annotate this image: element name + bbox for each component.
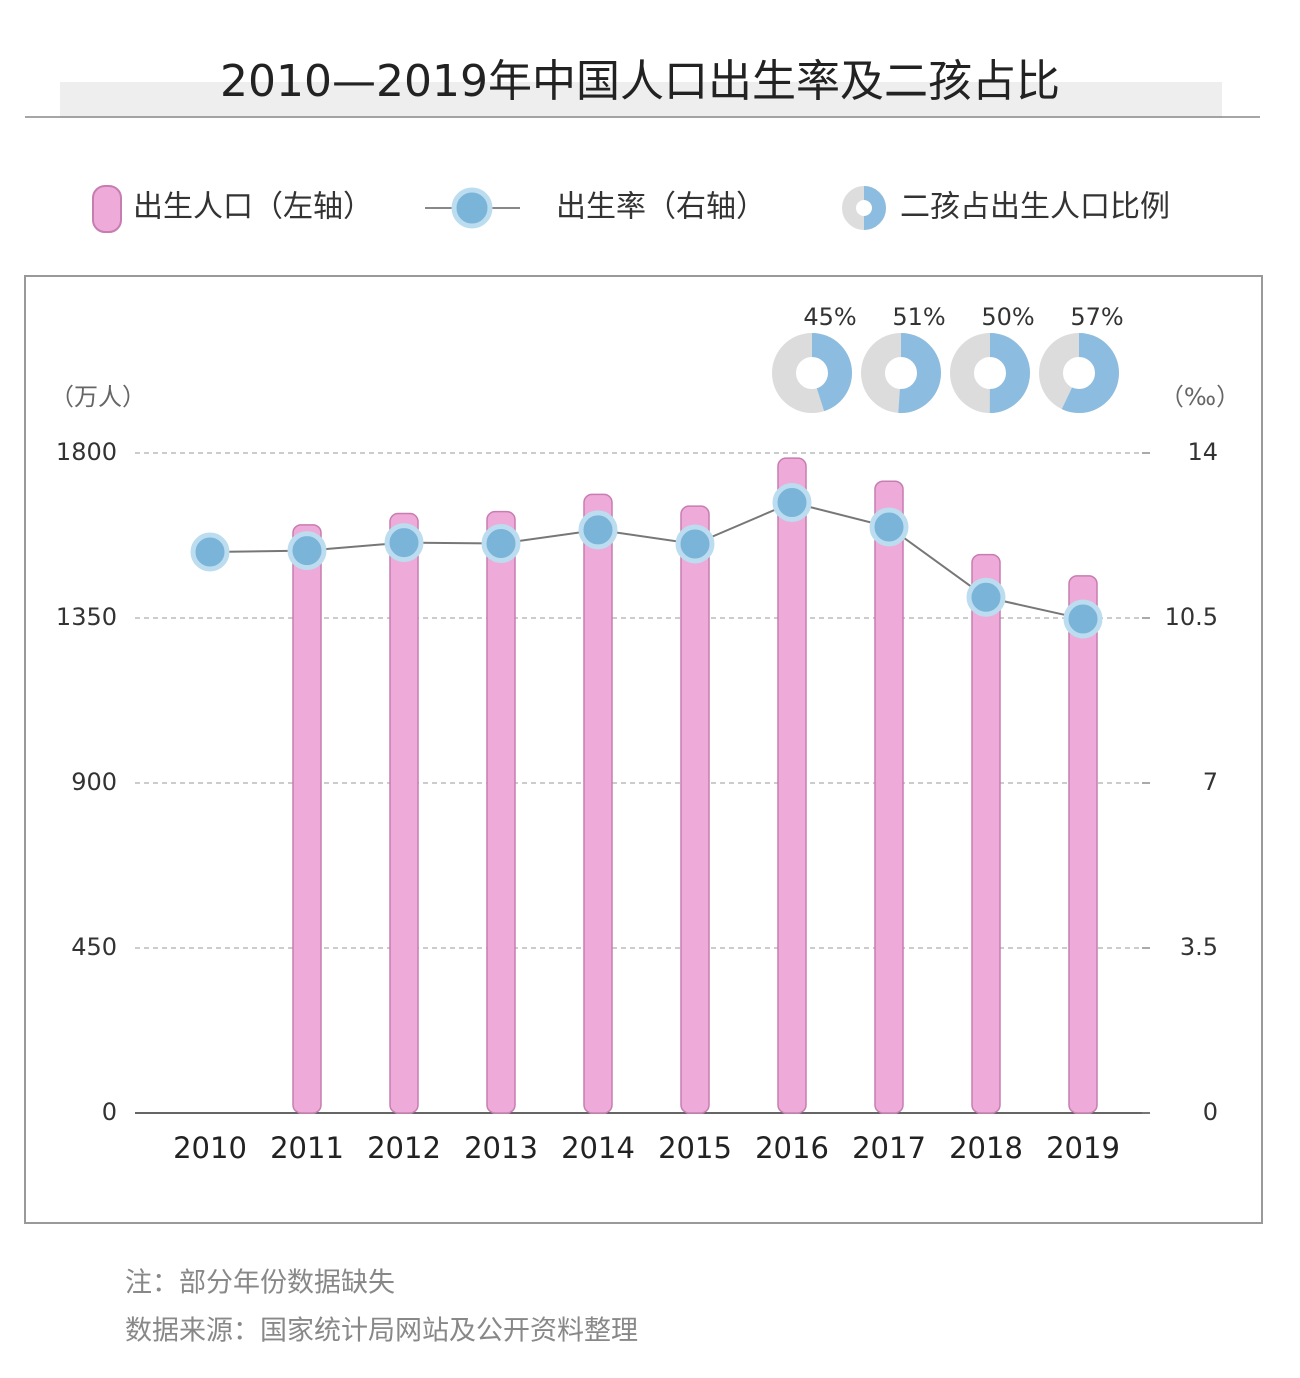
y2-tick-label: 3.5 bbox=[1180, 933, 1218, 961]
donut-label: 45% bbox=[803, 303, 856, 331]
rate-point bbox=[287, 531, 327, 571]
rate-line bbox=[209, 501, 1084, 620]
bar bbox=[874, 480, 904, 1114]
bar bbox=[486, 510, 516, 1114]
y-tick-label: 1800 bbox=[56, 438, 117, 466]
y-unit: （万人） bbox=[50, 383, 146, 411]
y-tick-label: 0 bbox=[102, 1098, 117, 1126]
x-tick-label: 2014 bbox=[561, 1131, 635, 1165]
y2-tick-label: 10.5 bbox=[1165, 603, 1218, 631]
rate-point bbox=[869, 507, 909, 547]
y-tick-label: 450 bbox=[71, 933, 117, 961]
legend-label: 二孩占出生人口比例 bbox=[900, 190, 1170, 225]
x-tick-label: 2010 bbox=[173, 1131, 247, 1165]
rate-point bbox=[966, 577, 1006, 617]
donut-share bbox=[1039, 333, 1119, 413]
rate-point bbox=[384, 523, 424, 563]
rate-point bbox=[481, 524, 521, 564]
y2-tick-label: 0 bbox=[1203, 1098, 1218, 1126]
bar bbox=[389, 512, 419, 1114]
note: 数据来源：国家统计局网站及公开资料整理 bbox=[125, 1316, 638, 1347]
donut-label: 50% bbox=[981, 303, 1034, 331]
donut-share bbox=[772, 333, 852, 413]
rate-point bbox=[1063, 599, 1103, 639]
legend-label: 出生率（右轴） bbox=[556, 190, 766, 225]
bar bbox=[292, 524, 322, 1114]
legend-label: 出生人口（左轴） bbox=[133, 190, 373, 225]
x-tick-label: 2013 bbox=[464, 1131, 538, 1165]
bar bbox=[777, 457, 807, 1114]
x-tick-label: 2017 bbox=[852, 1131, 926, 1165]
legend-icon bbox=[863, 186, 886, 230]
y-tick-label: 900 bbox=[71, 768, 117, 796]
x-tick-label: 2018 bbox=[949, 1131, 1023, 1165]
title-band bbox=[60, 82, 1222, 118]
y-tick-label: 1350 bbox=[56, 603, 117, 631]
donut-label: 51% bbox=[892, 303, 945, 331]
chart-title: 2010—2019年中国人口出生率及二孩占比 bbox=[220, 56, 1060, 107]
rate-point bbox=[190, 532, 230, 572]
donut-share bbox=[950, 333, 1030, 413]
legend-icon bbox=[92, 185, 122, 233]
y2-tick-label: 7 bbox=[1203, 768, 1218, 796]
rate-point bbox=[772, 483, 812, 522]
x-tick-label: 2019 bbox=[1046, 1131, 1120, 1165]
plot-frame bbox=[24, 275, 1263, 1224]
x-tick-label: 2015 bbox=[658, 1131, 732, 1165]
bar bbox=[583, 493, 613, 1114]
x-tick-label: 2011 bbox=[270, 1131, 344, 1165]
rate-point bbox=[578, 510, 618, 550]
bar bbox=[1068, 575, 1098, 1114]
x-tick-label: 2016 bbox=[755, 1131, 829, 1165]
rate-point bbox=[675, 524, 715, 564]
legend-icon bbox=[451, 187, 493, 229]
bar bbox=[680, 505, 710, 1114]
bar bbox=[971, 553, 1001, 1114]
donut-share bbox=[861, 333, 941, 413]
y2-unit: （‰） bbox=[1160, 383, 1240, 411]
y2-tick-label: 14 bbox=[1187, 438, 1218, 466]
note: 注：部分年份数据缺失 bbox=[125, 1268, 395, 1299]
donut-label: 57% bbox=[1070, 303, 1123, 331]
x-tick-label: 2012 bbox=[367, 1131, 441, 1165]
